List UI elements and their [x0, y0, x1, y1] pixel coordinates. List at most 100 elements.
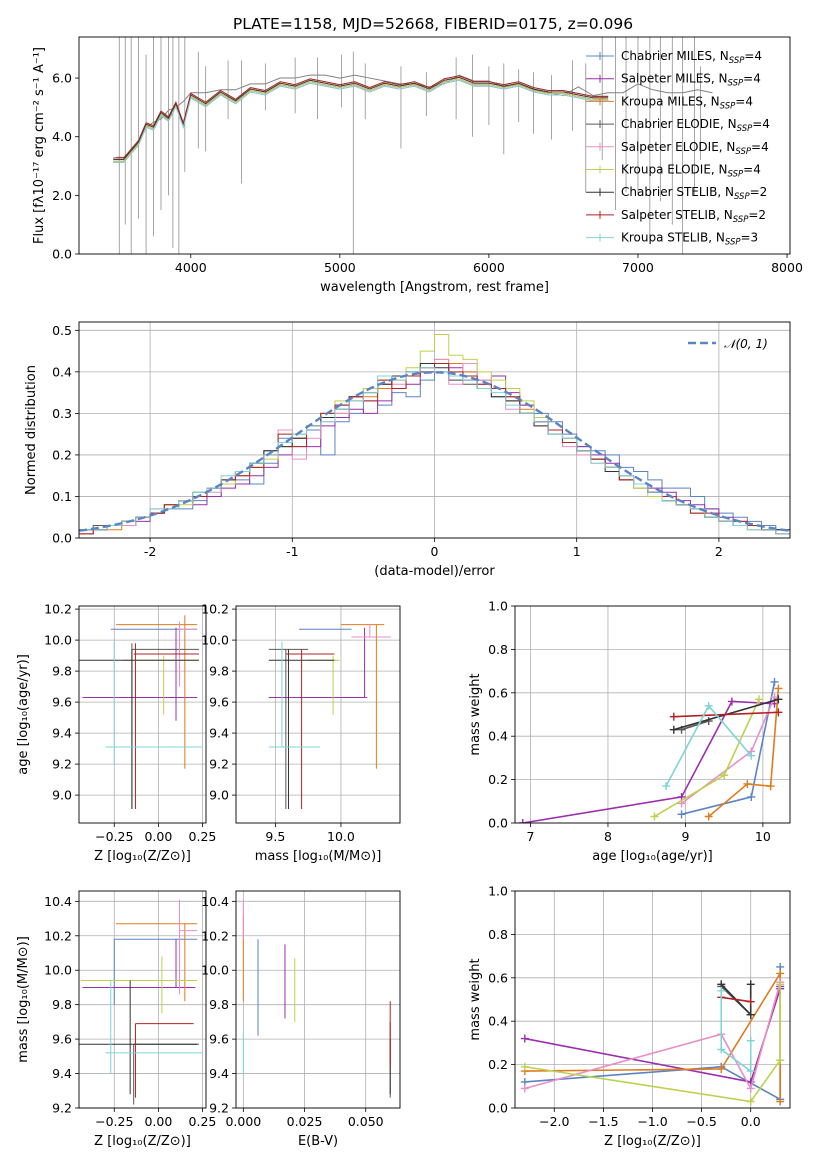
legend-entry-text: Kroupa MILES, N	[621, 94, 720, 108]
model-spectrum-line	[113, 78, 609, 162]
legend-entry-subscript: SSP	[728, 170, 744, 180]
mass_weight_vs_Z-axes: −2.0 −1.5 −1.0 −0.5 0.0 0.0 0.2 0.4 0.6 0.8 1.0 Z […	[468, 884, 790, 1149]
weight-point-marker	[520, 1034, 529, 1043]
y-tick-label: 10.2	[201, 602, 229, 617]
histogram-plot	[79, 333, 790, 538]
legend-entry-subscript: SSP	[729, 56, 745, 66]
y-tick-label: 10.2	[44, 928, 72, 943]
weight-point-marker	[746, 1036, 755, 1045]
x-tick-label: 10	[755, 829, 771, 844]
weight-point-marker	[743, 779, 752, 788]
y-tick-label: 0.0	[488, 1101, 508, 1116]
legend-entry-text: Salpeter MILES, N	[621, 72, 728, 86]
x-tick-label: 0.0	[741, 1114, 761, 1129]
weight-point-marker	[746, 980, 755, 989]
x-axis-label: Z [log₁₀(Z/Z⊙)]	[94, 1134, 191, 1149]
weight-point-marker	[677, 810, 686, 819]
x-axis-label: E(B-V)	[298, 1134, 338, 1149]
y-tick-label: 0.5	[52, 323, 72, 338]
y-tick-label: 0.6	[488, 685, 508, 700]
y-tick-label: 9.2	[52, 757, 72, 772]
weight-point-marker	[766, 782, 775, 791]
weight-point-marker	[717, 1045, 726, 1054]
legend-entry: Kroupa STELIB, NSSP=3	[621, 231, 758, 248]
y-tick-label: 9.4	[52, 726, 72, 741]
legend-entry-subscript: SSP	[725, 238, 741, 248]
weight-point-marker	[669, 712, 678, 721]
mass_vs_Z-plot	[79, 899, 203, 1105]
y-axis-label: age [log₁₀(age/yr)]	[16, 654, 31, 775]
mass_vs_EBV-plot	[242, 899, 391, 1098]
x-axis-label: Z [log₁₀(Z/Z⊙)]	[94, 849, 191, 864]
y-tick-label: 9.2	[209, 757, 229, 772]
weight-point-marker	[770, 677, 779, 686]
weight-series-line	[681, 720, 709, 731]
y-tick-label: 9.8	[209, 997, 229, 1012]
weight-point-marker	[774, 684, 783, 693]
mass_weight_vs_age-frame	[514, 605, 791, 824]
y-tick-label: 0.4	[488, 1014, 508, 1029]
y-tick-label: 9.2	[52, 1101, 72, 1116]
x-tick-label: 1	[573, 544, 581, 559]
legend-entry-text: Kroupa ELODIE, N	[621, 163, 728, 177]
y-tick-label: 10.0	[201, 963, 229, 978]
x-axis-label: wavelength [Angstrom, rest frame]	[320, 280, 549, 295]
x-tick-label: 10.0	[327, 829, 355, 844]
histogram-step	[79, 371, 790, 538]
y-tick-label: 0.0	[52, 531, 72, 546]
weight-point-marker	[650, 812, 659, 821]
age_vs_mass-plot	[268, 624, 391, 810]
x-tick-label: 0.050	[348, 1114, 384, 1129]
x-tick-label: 8	[604, 829, 612, 844]
weight-point-marker	[746, 997, 755, 1006]
x-tick-label: 7000	[622, 260, 654, 275]
legend-entry: Kroupa MILES, NSSP=4	[621, 94, 753, 111]
x-tick-label: −1.0	[637, 1114, 667, 1129]
y-tick-label: 0.0	[488, 816, 508, 831]
y-tick-label: 9.6	[52, 695, 72, 710]
x-axis-label: (data-model)/error	[374, 564, 495, 579]
legend-entry: Chabrier MILES, NSSP=4	[621, 49, 762, 66]
y-tick-label: 0.2	[488, 1057, 508, 1072]
weight-point-marker	[747, 751, 756, 760]
x-tick-label: 2	[715, 544, 723, 559]
legend-entry-tail: =4	[735, 94, 753, 108]
y-tick-label: 9.2	[209, 1101, 229, 1116]
x-tick-label: −0.25	[95, 1114, 133, 1129]
legend-entry: Salpeter MILES, NSSP=4	[621, 72, 761, 89]
y-tick-label: 0.1	[52, 489, 72, 504]
weight-point-marker	[704, 812, 713, 821]
y-tick-label: 10.0	[44, 633, 72, 648]
x-tick-label: −0.5	[686, 1114, 716, 1129]
y-tick-label: 9.0	[52, 788, 72, 803]
legend-entry-subscript: SSP	[720, 101, 736, 111]
y-tick-label: 0.6	[488, 970, 508, 985]
residuals-axes: -2 -1 0 1 2 0.0 0.1 0.2 0.3 0.4 0.5 (data-model)/er…	[24, 322, 790, 579]
weight-point-marker	[776, 1097, 785, 1106]
weight-point-marker	[520, 1084, 529, 1093]
age_vs_mass-axes: 9.5 10.0 9.0 9.2 9.4 9.6 9.8 10.0 10.2 mass [log₁…	[201, 602, 400, 864]
legend-entry-subscript: SSP	[735, 147, 751, 157]
weight-point-marker	[746, 1067, 755, 1076]
x-tick-label: 0.25	[189, 1114, 217, 1129]
legend-entry-tail: =4	[752, 117, 770, 131]
mass_vs_EBV-axes: 0.000 0.025 0.050 9.2 9.4 9.6 9.8 10.0 10.2 10.4 E…	[201, 891, 400, 1149]
y-tick-label: 9.6	[209, 695, 229, 710]
y-tick-label: 9.0	[209, 788, 229, 803]
spectrum-plot	[113, 37, 713, 254]
legend-entry: Salpeter STELIB, NSSP=2	[621, 208, 766, 225]
legend-entry-tail: =2	[748, 208, 766, 222]
x-tick-label: 5000	[324, 260, 356, 275]
weight-point-marker	[776, 980, 785, 989]
legend-entry: Chabrier ELODIE, NSSP=4	[621, 117, 770, 134]
legend-entry-subscript: SSP	[734, 192, 750, 202]
y-tick-label: 10.4	[201, 894, 229, 909]
y-tick-label: 9.6	[209, 1032, 229, 1047]
x-tick-label: 0.025	[287, 1114, 323, 1129]
y-tick-label: 10.2	[44, 602, 72, 617]
y-tick-label: 9.4	[52, 1066, 72, 1081]
legend-entry-subscript: SSP	[733, 215, 749, 225]
weight-point-marker	[746, 1010, 755, 1019]
mass_weight_vs_age-plot	[518, 677, 783, 823]
figure-title: PLATE=1158, MJD=52668, FIBERID=0175, z=0…	[233, 15, 633, 33]
